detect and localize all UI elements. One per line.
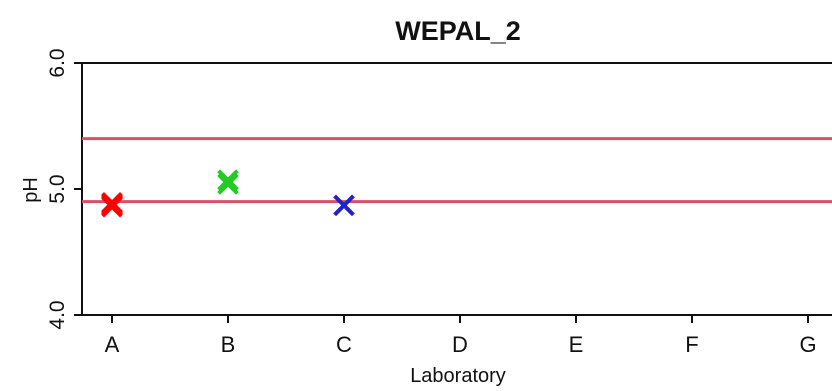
- chart-title: WEPAL_2: [395, 16, 521, 46]
- x-tick-label-d: D: [452, 332, 468, 357]
- x-tick-label-e: E: [569, 332, 584, 357]
- x-tick-label-b: B: [221, 332, 236, 357]
- data-point-1-4: [101, 193, 123, 215]
- y-axis-label: pH: [20, 177, 42, 203]
- data-point-3-1-stroke-b: [333, 194, 355, 217]
- data-point-1-4-stroke-b: [101, 193, 123, 215]
- plot-layer: 4.0 5.0 6.0 A B C D E F G: [46, 48, 832, 357]
- data-point-3-1: [333, 194, 355, 217]
- data-point-2-1: [217, 169, 239, 192]
- x-tick-label-a: A: [105, 332, 120, 357]
- y-tick-label-4-0: 4.0: [46, 300, 69, 329]
- x-tick-label-c: C: [336, 332, 352, 357]
- x-tick-label-f: F: [685, 332, 698, 357]
- y-tick-label-6-0: 6.0: [46, 48, 69, 77]
- x-tick-label-g: G: [799, 332, 816, 357]
- data-point-2-2-stroke-b: [217, 173, 239, 195]
- data-point-2-1-stroke-b: [217, 169, 239, 192]
- data-point-2-2: [217, 173, 239, 195]
- y-tick-label-5-0: 5.0: [46, 174, 69, 203]
- x-axis-label: Laboratory: [410, 365, 506, 387]
